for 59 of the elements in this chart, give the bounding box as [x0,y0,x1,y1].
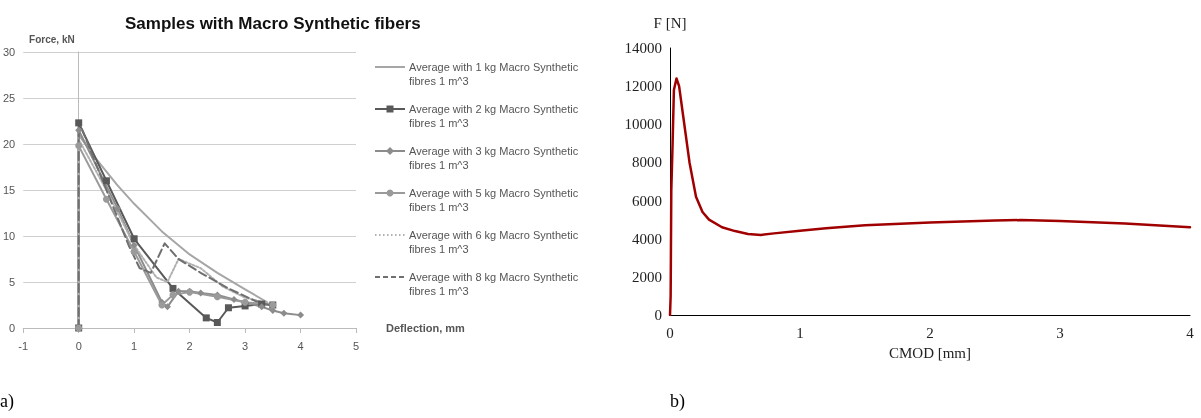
legend-label: Average with 1 kg Macro Synthetic fibres 1 m^3 [409,61,582,87]
text: a) [0,391,14,412]
y-tick-label: 25 [2,92,16,104]
x-axis-title: CMOD [mm] [888,344,972,361]
point [130,235,138,243]
x-tick-label: 1 [131,339,138,352]
legend-label: Average with 8 kg Macro Synthetic fibres 1 m^3 [409,271,582,297]
point [169,284,177,292]
x-tick-label: 2 [186,339,193,352]
y-tick-label: 8000 [632,154,662,171]
point [269,307,277,315]
x-tick-label: 3 [242,339,249,352]
x-tick-label: -1 [18,339,29,352]
x-tick-label: 3 [1056,324,1064,341]
point [163,303,171,311]
x-axis-title: Deflection, mm [386,322,466,334]
point [202,314,210,322]
y-tick-label: 6000 [632,192,662,209]
point [75,142,83,150]
legend-label: Average with 2 kg Macro Synthetic fibres 1 m^3 [409,103,582,129]
point [175,287,183,295]
point [130,248,138,256]
x-tick-label: 5 [352,339,360,352]
y-tick-label: 30 [2,46,16,58]
y-axis-title: F [N] [653,14,687,31]
y-axis-title: Force, kN [29,33,75,45]
chart-title: Samples with Macro Synthetic fibers [125,14,421,33]
y-tick-label: 5 [9,276,16,288]
y-tick-label: 2000 [632,268,662,285]
x-tick-label: 2 [926,324,934,341]
x-tick-label: 4 [1186,324,1195,341]
text: b) [670,391,685,412]
point [230,295,238,303]
y-tick-label: 12000 [624,78,662,95]
y-tick-label: 15 [2,184,16,196]
legend-label: Average with 5 kg Macro Synthetic fibers 1 m^3 [409,187,582,213]
y-tick-label: 0 [654,307,662,323]
point [224,304,232,312]
y-tick-label: 14000 [624,40,662,56]
legend-label: Average with 3 kg Macro Synthetic fibres 1 m^3 [409,145,582,171]
point [213,318,221,326]
legend-label: Average with 6 kg Macro Synthetic fibres 1 m^3 [409,229,582,255]
point [102,195,110,203]
y-tick-label: 10 [2,230,16,242]
point [197,289,205,297]
point [114,204,122,212]
point [102,177,110,185]
point [75,119,83,127]
point [75,126,83,134]
x-tick-label: 1 [796,324,804,341]
point [130,241,138,249]
x-tick-label: 0 [75,339,82,352]
x-tick-label: 4 [297,339,304,352]
y-tick-label: 4000 [632,230,662,247]
point [280,309,288,317]
y-tick-label: 20 [2,138,16,150]
x-tick-label: 0 [666,324,674,341]
y-tick-label: 10000 [624,116,662,133]
point [297,311,305,319]
